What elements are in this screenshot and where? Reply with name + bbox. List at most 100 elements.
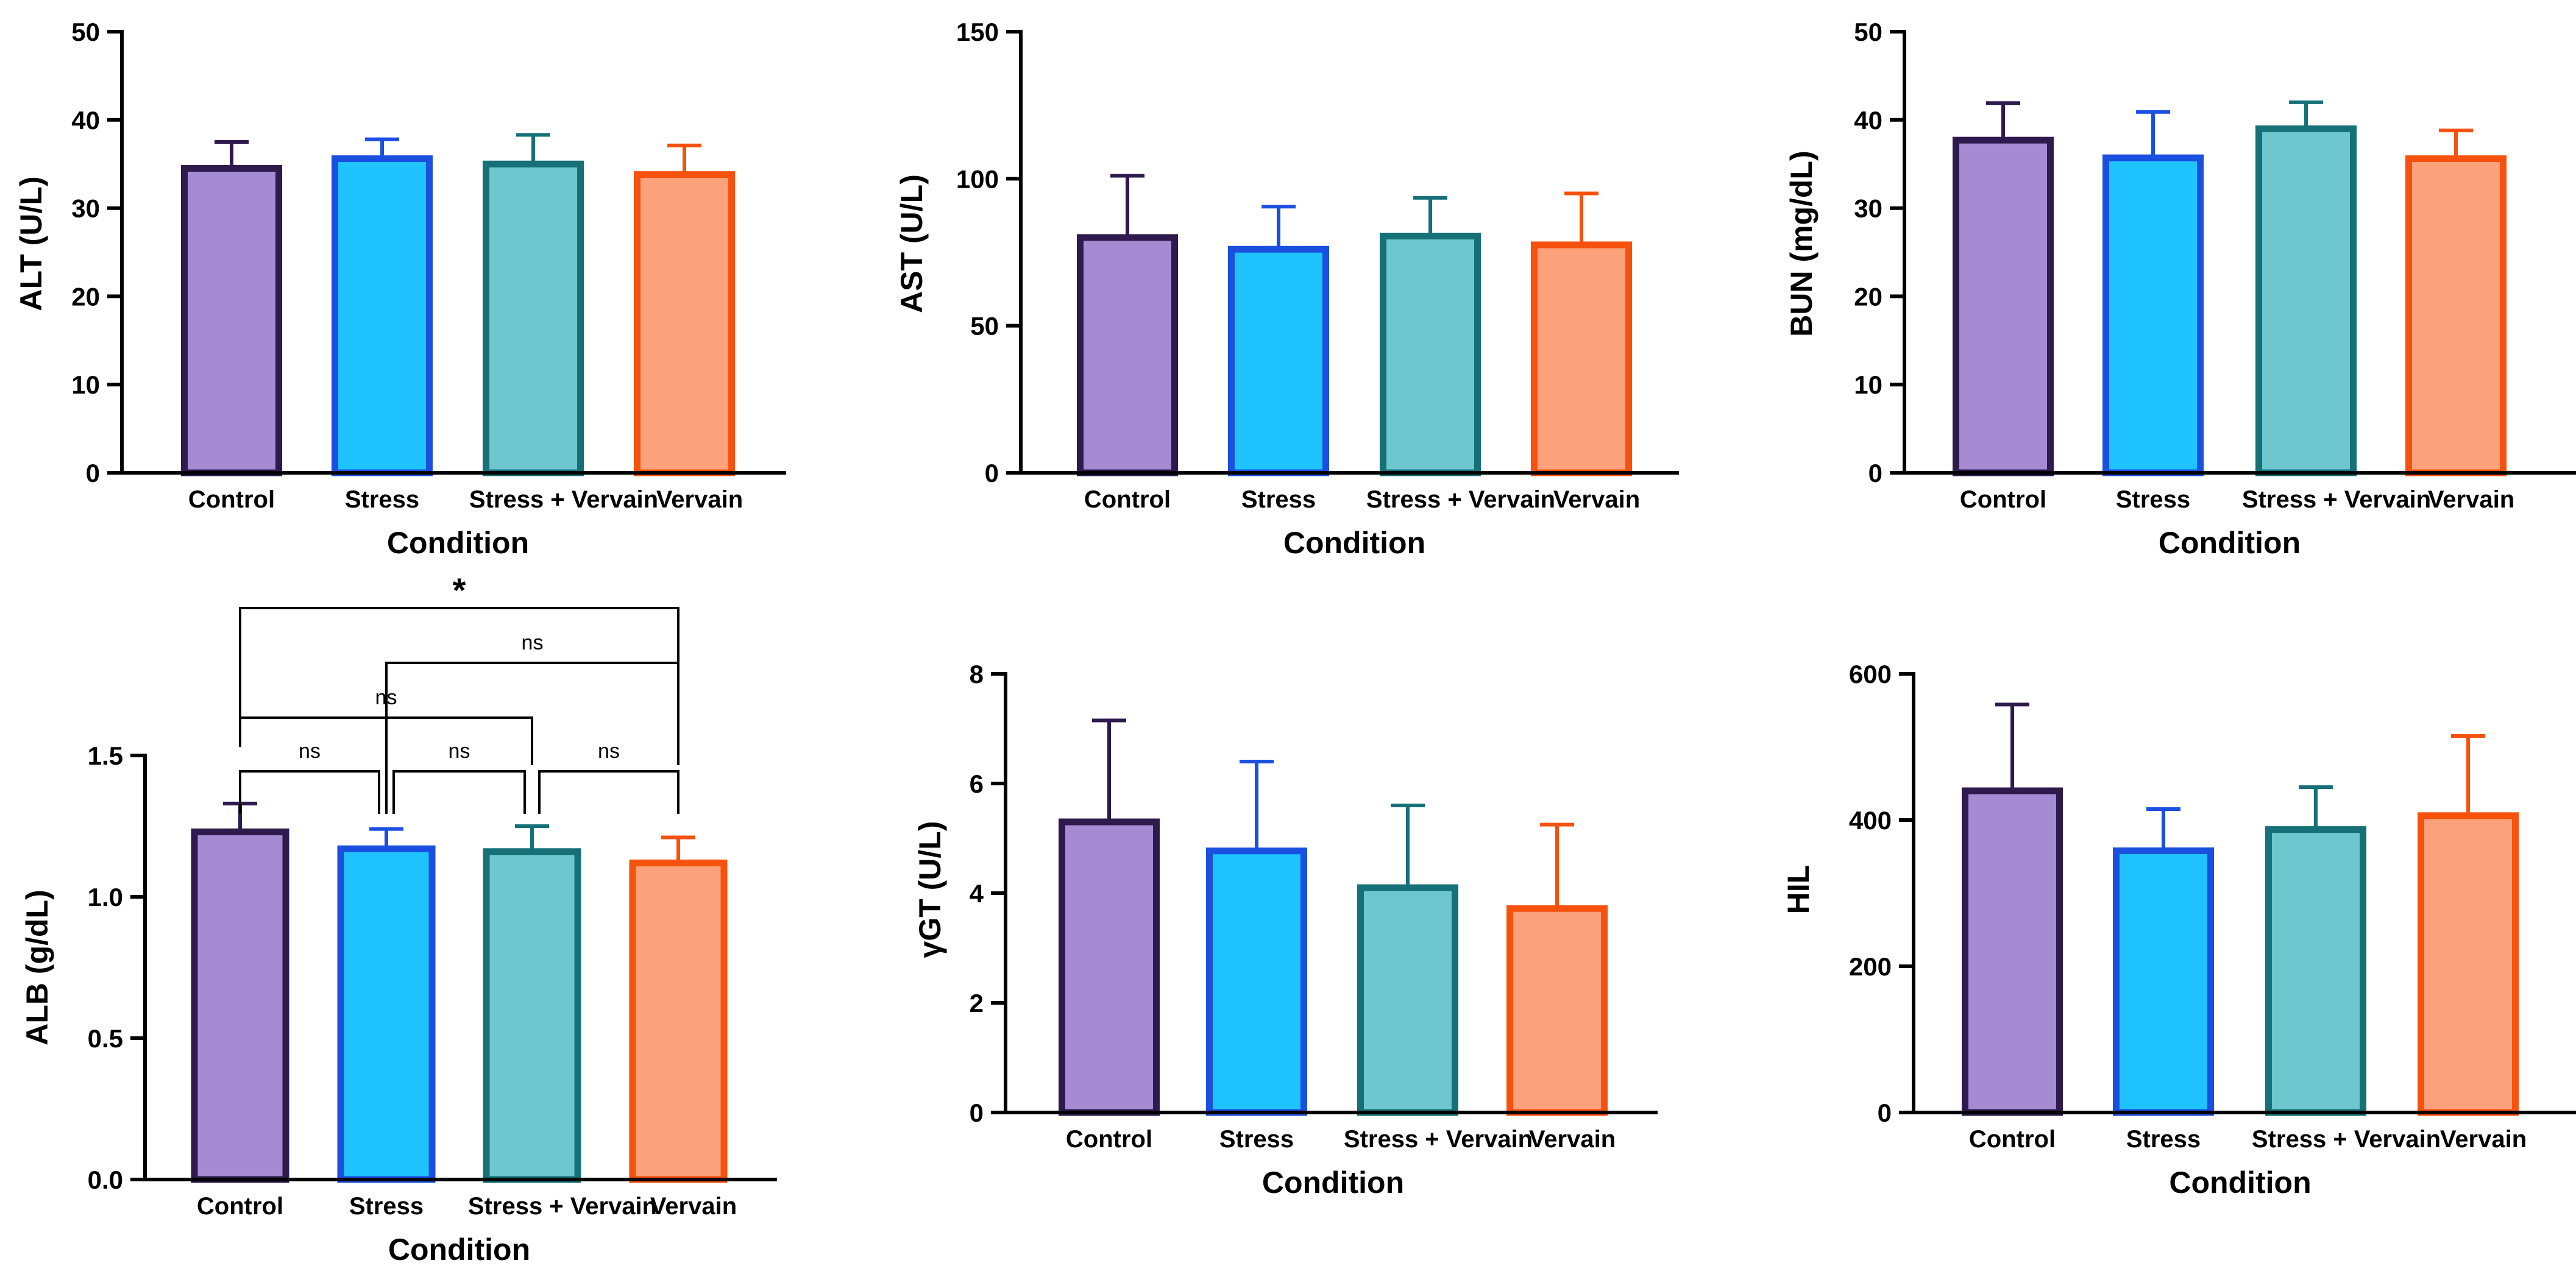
y-tick-label: 0 (970, 1098, 984, 1127)
y-tick-label: 8 (970, 660, 984, 688)
y-axis-title: γGT (U/L) (913, 821, 947, 958)
significance-label: ns (449, 740, 470, 763)
y-tick-label: 400 (1849, 806, 1892, 835)
x-axis-title: Condition (2169, 1166, 2311, 1200)
y-tick-label: 0.5 (88, 1024, 123, 1053)
x-axis-title: Condition (388, 1233, 530, 1267)
x-axis-title: Condition (2159, 526, 2301, 560)
x-tick-label-vervain: Vervain (2428, 486, 2514, 513)
significance-label: ns (522, 631, 544, 654)
bar-stress[interactable] (2113, 847, 2214, 1116)
significance-bracket: ns (392, 740, 526, 814)
x-axis-title: Condition (1283, 526, 1425, 560)
bar-stress[interactable] (337, 845, 436, 1183)
y-tick-label: 0 (985, 459, 999, 487)
x-tick-label-vervain: Vervain (1529, 1126, 1616, 1153)
y-axis-title: BUN (mg/dL) (1784, 150, 1818, 337)
x-axis-title: Condition (387, 526, 529, 560)
x-tick-label-control: Control (1969, 1126, 2056, 1153)
bar-stress-vervain[interactable] (1380, 232, 1481, 476)
bar-vervain[interactable] (1506, 905, 1608, 1116)
x-tick-label-stress-vervain: Stress + Vervain (468, 1193, 657, 1220)
bar-stress-vervain[interactable] (483, 160, 584, 476)
y-tick-label: 0.0 (88, 1166, 123, 1194)
bar-stress-vervain[interactable] (2265, 826, 2366, 1116)
y-axis-title: AST (U/L) (895, 174, 929, 313)
y-tick-label: 10 (71, 370, 100, 399)
x-tick-label-vervain: Vervain (2440, 1126, 2527, 1153)
x-axis-title: Condition (1262, 1166, 1404, 1200)
y-axis-title: ALB (g/dL) (20, 890, 54, 1045)
y-axis-title: ALT (U/L) (14, 176, 48, 311)
x-tick-label-vervain: Vervain (650, 1193, 737, 1220)
bar-stress-vervain[interactable] (483, 848, 581, 1183)
y-tick-label: 2 (970, 989, 984, 1017)
y-tick-label: 1.0 (88, 883, 123, 911)
significance-line (538, 770, 679, 814)
y-tick-label: 50 (970, 312, 999, 341)
significance-line (239, 770, 380, 814)
significance-bracket: ns (538, 740, 679, 814)
x-tick-label-control: Control (1084, 486, 1171, 513)
y-tick-label: 20 (1854, 282, 1882, 311)
x-tick-label-stress-vervain: Stress + Vervain (2242, 486, 2431, 513)
significance-label: * (453, 571, 466, 609)
y-tick-label: 50 (1854, 18, 1882, 46)
y-tick-label: 30 (71, 194, 100, 223)
y-tick-label: 150 (956, 18, 999, 46)
y-axis-title: HIL (1781, 865, 1815, 914)
y-tick-label: 10 (1854, 370, 1882, 399)
y-tick-label: 200 (1849, 952, 1892, 981)
x-tick-label-stress: Stress (2126, 1126, 2201, 1153)
x-tick-label-vervain: Vervain (1553, 486, 1640, 513)
bar-stress-vervain[interactable] (1357, 884, 1458, 1116)
x-tick-label-control: Control (197, 1193, 283, 1220)
bar-vervain[interactable] (629, 859, 728, 1183)
bar-vervain[interactable] (1531, 241, 1632, 476)
bar-stress[interactable] (1206, 847, 1307, 1116)
x-tick-label-control: Control (188, 486, 275, 513)
x-tick-label-stress-vervain: Stress + Vervain (2252, 1126, 2441, 1153)
chart-hil: 0 200 400 600 Control Stress Stress + VervainV… (1781, 660, 2576, 1200)
y-tick-label: 4 (970, 879, 984, 908)
bar-control[interactable] (181, 164, 282, 476)
bar-vervain[interactable] (2405, 155, 2507, 476)
significance-line (239, 607, 679, 765)
y-tick-label: 0 (1868, 459, 1882, 487)
chart-alb: 0.0 0.5 1.0 1.5 Control Stress Stress + Vervai… (20, 571, 777, 1267)
bar-stress[interactable] (2102, 154, 2204, 476)
chart-ggt: 0 2 4 6 8 Control Stress Stress + VervainVervai… (913, 660, 1658, 1200)
x-tick-label-control: Control (1960, 486, 2046, 513)
y-tick-label: 30 (1854, 194, 1882, 223)
bar-stress[interactable] (1228, 246, 1329, 476)
x-tick-label-control: Control (1066, 1126, 1152, 1153)
y-tick-label: 0 (86, 459, 100, 487)
bar-control[interactable] (191, 828, 289, 1183)
bar-vervain[interactable] (2418, 812, 2519, 1116)
bar-control[interactable] (1962, 787, 2063, 1116)
x-tick-label-stress: Stress (349, 1193, 424, 1220)
y-tick-label: 40 (1854, 106, 1882, 135)
bar-stress[interactable] (332, 155, 433, 476)
bar-control[interactable] (1059, 818, 1160, 1116)
bar-control[interactable] (1953, 136, 2054, 476)
x-tick-label-stress-vervain: Stress + Vervain (1344, 1126, 1533, 1153)
y-tick-label: 600 (1849, 660, 1892, 688)
y-tick-label: 1.5 (88, 741, 123, 770)
y-tick-label: 50 (71, 18, 100, 46)
significance-bracket: * (239, 571, 679, 765)
y-tick-label: 0 (1878, 1098, 1892, 1127)
x-tick-label-vervain: Vervain (656, 486, 743, 513)
significance-bracket: ns (239, 740, 380, 814)
significance-label: ns (299, 740, 321, 763)
bar-stress-vervain[interactable] (2255, 125, 2357, 476)
bar-vervain[interactable] (634, 171, 735, 476)
chart-bun: 0 10 20 30 40 50 Control Stress Stress + Vervain… (1784, 18, 2576, 560)
bar-control[interactable] (1077, 234, 1178, 476)
x-tick-label-stress: Stress (1219, 1126, 1294, 1153)
y-tick-label: 100 (956, 164, 999, 193)
y-tick-label: 6 (970, 769, 984, 798)
x-tick-label-stress: Stress (345, 486, 419, 513)
chart-alt: 0 10 20 30 40 50 Control Stress Stress + Vervain… (14, 18, 786, 560)
